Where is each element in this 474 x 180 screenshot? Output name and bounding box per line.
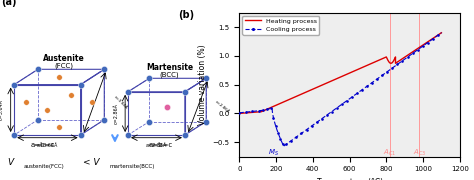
Text: < V: < V (83, 158, 100, 167)
Text: $A_{C1}$: $A_{C1}$ (383, 148, 397, 158)
Text: Martensite: Martensite (146, 63, 193, 72)
Text: $A_{C3}$: $A_{C3}$ (413, 148, 426, 158)
Text: a=b=c: a=b=c (30, 142, 55, 148)
Y-axis label: Volume variation (%): Volume variation (%) (198, 44, 207, 125)
Text: martensite(BCC): martensite(BCC) (109, 164, 155, 169)
Text: (FCC): (FCC) (55, 63, 73, 69)
Text: a=b=c: a=b=c (149, 142, 173, 148)
Text: V: V (7, 158, 13, 167)
Text: Austenite: Austenite (43, 54, 85, 63)
Text: a=3.64Å: a=3.64Å (36, 143, 58, 148)
Text: c=3.64Å: c=3.64Å (0, 99, 3, 120)
Text: a=2.86Å: a=2.86Å (146, 143, 167, 148)
Text: c=2.86Å: c=2.86Å (215, 99, 231, 114)
Text: c=3.64Å: c=3.64Å (113, 94, 128, 110)
Legend: Heating process, Cooling process: Heating process, Cooling process (243, 16, 319, 35)
Text: c=2.86Å: c=2.86Å (113, 103, 118, 124)
Text: $M_S$: $M_S$ (268, 148, 279, 158)
X-axis label: Temperature (°C): Temperature (°C) (317, 178, 383, 180)
Text: austenite(FCC): austenite(FCC) (24, 164, 64, 169)
Text: (b): (b) (178, 10, 194, 20)
Text: (BCC): (BCC) (160, 72, 179, 78)
Text: (a): (a) (1, 0, 17, 7)
